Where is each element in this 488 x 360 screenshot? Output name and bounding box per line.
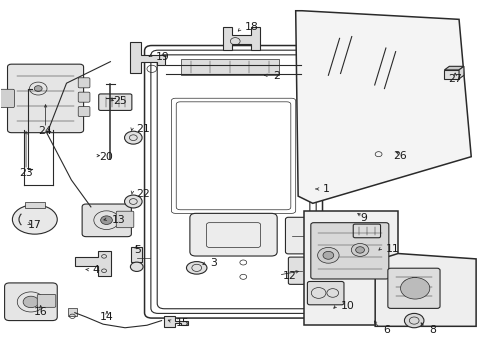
Circle shape — [23, 296, 39, 308]
FancyBboxPatch shape — [7, 64, 83, 133]
Ellipse shape — [186, 262, 206, 274]
Text: 27: 27 — [447, 74, 461, 84]
Ellipse shape — [12, 205, 57, 234]
Bar — [68, 309, 77, 316]
FancyBboxPatch shape — [352, 224, 380, 238]
FancyBboxPatch shape — [310, 223, 388, 279]
Circle shape — [101, 216, 112, 225]
Text: 19: 19 — [156, 52, 169, 62]
Bar — [131, 247, 142, 262]
Text: 13: 13 — [112, 215, 125, 225]
Polygon shape — [223, 27, 259, 50]
Text: 4: 4 — [92, 265, 99, 275]
Text: 18: 18 — [244, 22, 258, 32]
Circle shape — [404, 314, 423, 328]
Text: 16: 16 — [34, 307, 47, 317]
FancyBboxPatch shape — [387, 268, 439, 309]
Text: 3: 3 — [210, 258, 217, 268]
Circle shape — [124, 195, 142, 208]
Polygon shape — [130, 41, 164, 73]
FancyBboxPatch shape — [116, 211, 134, 228]
Text: 25: 25 — [113, 96, 126, 106]
Text: 17: 17 — [27, 220, 41, 230]
FancyBboxPatch shape — [288, 257, 305, 284]
FancyBboxPatch shape — [307, 282, 343, 305]
Circle shape — [317, 247, 338, 263]
FancyBboxPatch shape — [4, 283, 57, 320]
Text: 21: 21 — [136, 124, 150, 134]
Text: 8: 8 — [428, 325, 435, 335]
Text: 6: 6 — [383, 325, 389, 335]
Text: 2: 2 — [272, 71, 279, 81]
Text: 22: 22 — [136, 189, 150, 199]
FancyBboxPatch shape — [78, 92, 90, 102]
FancyBboxPatch shape — [285, 217, 313, 254]
Text: 15: 15 — [176, 319, 190, 328]
Text: 5: 5 — [134, 245, 141, 255]
Polygon shape — [295, 11, 470, 203]
FancyBboxPatch shape — [82, 204, 131, 237]
FancyBboxPatch shape — [189, 213, 277, 256]
Bar — [304, 211, 397, 325]
FancyBboxPatch shape — [78, 78, 90, 88]
Bar — [444, 70, 458, 79]
Polygon shape — [374, 253, 475, 326]
FancyBboxPatch shape — [78, 107, 90, 117]
Bar — [181, 59, 278, 75]
Text: 14: 14 — [100, 312, 114, 322]
Polygon shape — [444, 66, 463, 70]
Text: 11: 11 — [385, 244, 399, 254]
Polygon shape — [458, 66, 463, 79]
Polygon shape — [163, 316, 188, 327]
Text: 9: 9 — [360, 213, 366, 222]
FancyBboxPatch shape — [0, 89, 14, 108]
Circle shape — [124, 131, 142, 144]
FancyBboxPatch shape — [99, 94, 132, 111]
Circle shape — [355, 247, 364, 253]
Text: 20: 20 — [99, 152, 113, 162]
Text: 23: 23 — [19, 168, 33, 178]
Polygon shape — [75, 251, 111, 276]
Circle shape — [34, 86, 42, 91]
Circle shape — [323, 251, 333, 259]
Text: 10: 10 — [340, 301, 354, 311]
Text: 12: 12 — [282, 271, 296, 281]
Text: 24: 24 — [39, 126, 52, 135]
Text: 7: 7 — [409, 277, 416, 287]
FancyBboxPatch shape — [37, 294, 56, 307]
Circle shape — [130, 262, 143, 271]
Text: 1: 1 — [322, 184, 329, 194]
Circle shape — [350, 243, 368, 256]
Text: 26: 26 — [393, 150, 407, 161]
Circle shape — [400, 278, 429, 299]
Bar — [25, 202, 44, 208]
